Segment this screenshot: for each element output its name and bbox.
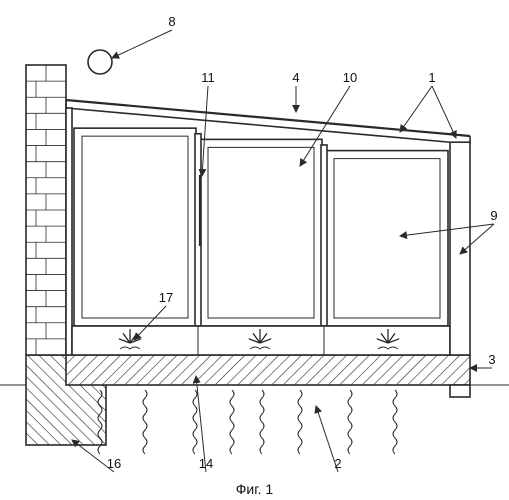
label-text: 2: [334, 456, 341, 471]
label-text: 8: [168, 14, 175, 29]
corner-post: [450, 142, 470, 355]
label-2: 2: [316, 406, 342, 472]
label-14: 14: [196, 376, 213, 472]
label-8: 8: [112, 14, 176, 58]
mullion: [321, 145, 327, 326]
root-icon: [193, 390, 197, 454]
label-text: 3: [488, 352, 495, 367]
floor-slab: [66, 355, 470, 385]
label-text: 16: [107, 456, 121, 471]
root-icon: [298, 390, 302, 454]
window-frames: [74, 128, 448, 326]
label-text: 4: [292, 70, 299, 85]
root-icon: [348, 390, 352, 454]
root-icon: [393, 390, 397, 454]
label-text: 1: [428, 70, 435, 85]
root-icon: [230, 390, 234, 454]
label-4: 4: [292, 70, 299, 112]
label-text: 11: [201, 70, 215, 85]
root-icon: [260, 390, 264, 454]
label-text: 10: [343, 70, 357, 85]
roof-ball-icon: [88, 50, 112, 74]
root-icon: [143, 390, 147, 454]
post-footing: [450, 385, 470, 397]
label-text: 14: [199, 456, 213, 471]
label-text: 9: [490, 208, 497, 223]
figure-title: Фиг. 1: [236, 481, 274, 497]
brick-wall: [26, 65, 66, 355]
label-3: 3: [470, 352, 496, 368]
wall-post: [66, 108, 72, 355]
label-1: 1: [400, 70, 456, 138]
label-text: 17: [159, 290, 173, 305]
